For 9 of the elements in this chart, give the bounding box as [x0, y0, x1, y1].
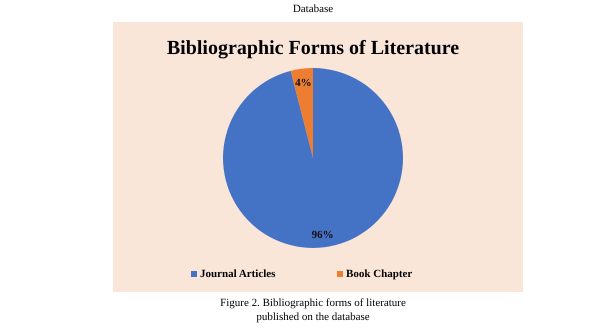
pie-slice — [223, 68, 403, 248]
pie-slice — [290, 68, 313, 158]
caption: Figure 2. Bibliographic forms of literature published on the database — [220, 297, 406, 323]
data-label: 96% — [312, 228, 334, 241]
text: Database — [292, 3, 334, 15]
chart-title: Bibliographic Forms of Literature — [166, 37, 460, 59]
legend-label: Journal Articles — [200, 268, 276, 280]
legend-label: Book Chapter — [346, 268, 412, 280]
data-label: 4% — [295, 77, 312, 90]
